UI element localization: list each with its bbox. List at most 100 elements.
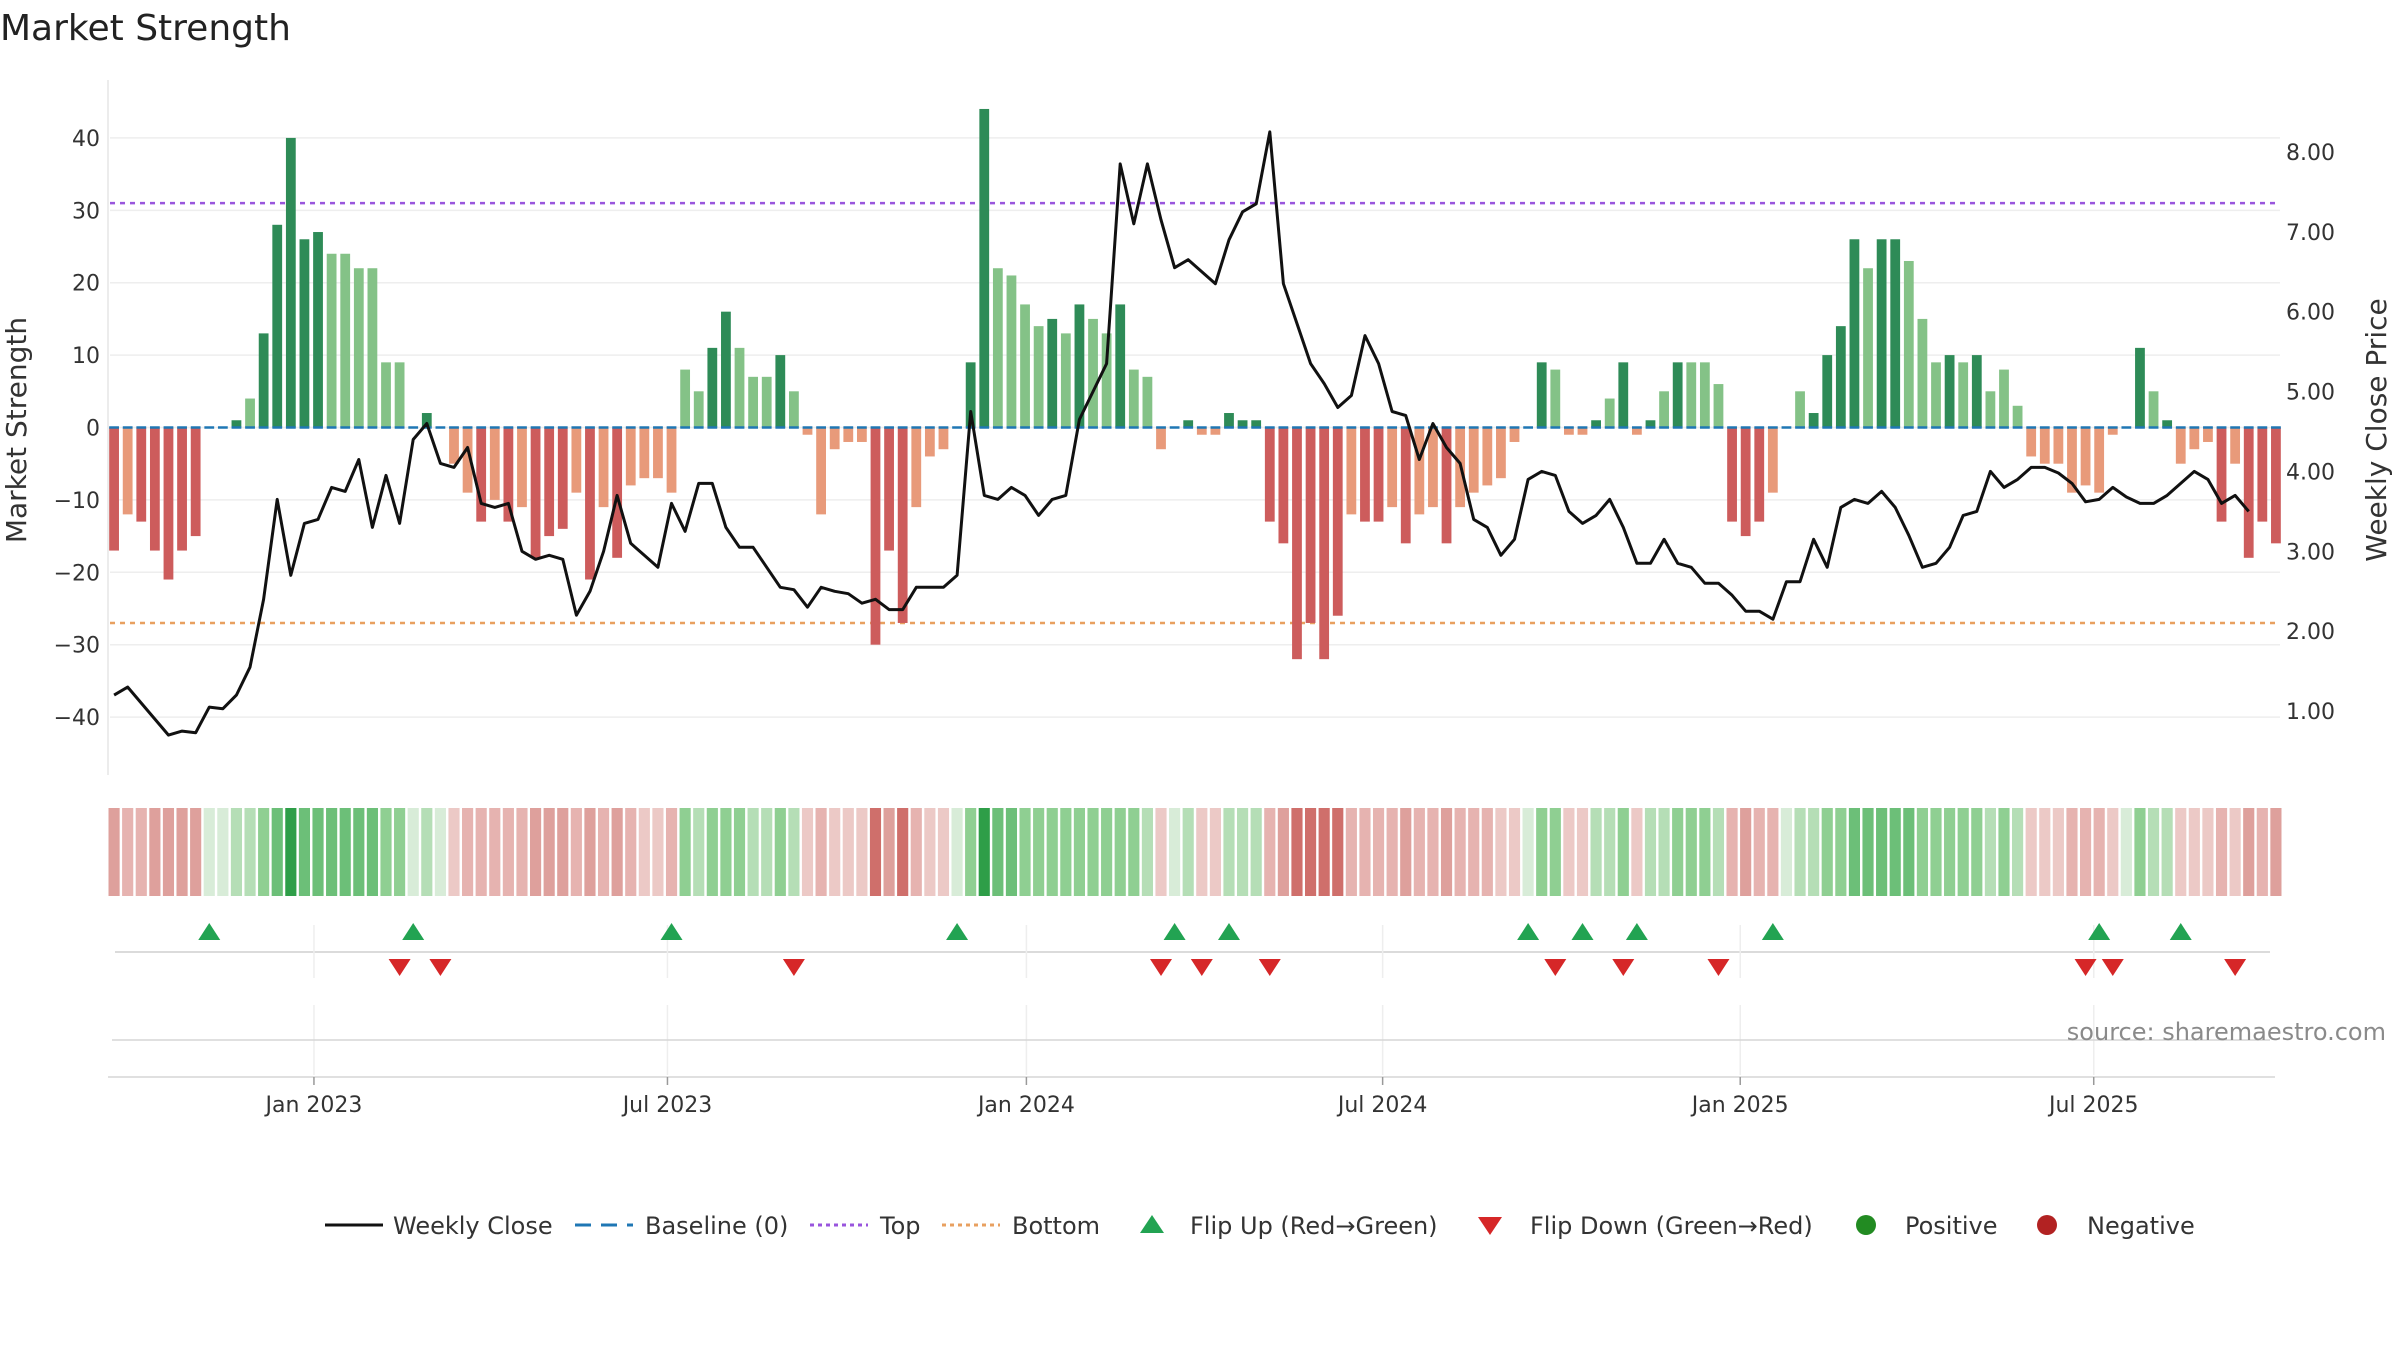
strip-cell	[543, 808, 555, 896]
strength-bar	[2026, 427, 2037, 457]
strength-bar	[1754, 427, 1765, 522]
strength-bar	[313, 232, 323, 428]
strength-bar	[1917, 318, 1928, 428]
strip-cell	[2120, 808, 2132, 896]
strength-bar	[1808, 413, 1819, 428]
strip-cell	[720, 808, 732, 896]
x-axis-labels: Jan 2023 Jul 2023 Jan 2024 Jul 2024 Jan 2025…	[263, 1077, 2138, 1118]
strength-bar	[789, 391, 799, 428]
strength-bar	[1727, 427, 1737, 522]
strength-bar	[2243, 427, 2254, 558]
strength-bar	[231, 420, 242, 428]
strip-cell	[842, 808, 854, 896]
legend-positive-label: Positive	[1905, 1212, 1998, 1240]
strip-cell	[1196, 808, 1208, 896]
strength-bar	[653, 427, 663, 479]
strength-bar	[1006, 275, 1017, 428]
strength-bar	[136, 427, 147, 522]
strip-cell	[1033, 808, 1045, 896]
strip-cell	[2039, 808, 2051, 896]
strip-cell	[965, 808, 977, 896]
strength-bar	[1659, 391, 1669, 428]
strength-bar	[367, 268, 378, 428]
strength-bar	[1210, 427, 1221, 435]
strength-strip	[108, 808, 2282, 896]
strip-cell	[462, 808, 474, 896]
strength-bar	[1686, 362, 1697, 428]
strip-cell	[1835, 808, 1847, 896]
strength-bar	[856, 427, 867, 442]
strip-cell	[1019, 808, 1031, 896]
strength-bar	[245, 398, 255, 428]
strip-cell	[339, 808, 351, 896]
strength-bar	[2216, 427, 2227, 522]
strip-cell	[1128, 808, 1140, 896]
strength-bar	[775, 355, 786, 428]
strength-bar	[517, 427, 527, 508]
strength-bar	[1564, 427, 1574, 435]
strip-cell	[421, 808, 433, 896]
strength-bar	[109, 427, 119, 551]
strength-bar	[1931, 362, 1941, 428]
strip-cell	[394, 808, 406, 896]
flip-down-marker	[1612, 959, 1635, 976]
strip-cell	[1604, 808, 1616, 896]
strip-cell	[1182, 808, 1194, 896]
strip-cell	[380, 808, 392, 896]
strength-bar	[1958, 362, 1969, 428]
strip-cell	[1522, 808, 1534, 896]
strength-bar	[1591, 420, 1601, 428]
right-tick-label: 3.00	[2286, 540, 2335, 565]
strip-cell	[1345, 808, 1357, 896]
strip-cell	[1848, 808, 1861, 896]
strip-cell	[353, 808, 365, 896]
strip-cell	[516, 808, 528, 896]
strength-bar	[1373, 427, 1384, 522]
strip-cell	[597, 808, 610, 896]
strength-bar	[1604, 398, 1615, 428]
strength-bar	[1346, 427, 1357, 515]
strength-bar	[1645, 420, 1656, 428]
strip-cell	[1767, 808, 1779, 896]
strip-cell	[897, 808, 909, 896]
strip-cell	[883, 808, 895, 896]
strength-bar	[2012, 405, 2023, 428]
strip-cell	[1536, 808, 1548, 896]
strength-bar	[1101, 333, 1112, 428]
left-axis-ticks: 40 30 20 10 0 −10 −20 −30 −40	[54, 127, 100, 731]
strip-cell	[625, 808, 637, 896]
strength-bar	[149, 427, 160, 551]
flip-up-marker	[1625, 923, 1648, 940]
strip-cell	[611, 808, 623, 896]
strip-cell	[869, 808, 882, 896]
strip-cell	[1304, 808, 1317, 896]
strength-bar	[1020, 304, 1030, 428]
flip-down-marker	[2074, 959, 2097, 976]
strip-cell	[1712, 808, 1725, 896]
strength-bar	[748, 376, 759, 428]
strip-cell	[1508, 808, 1521, 896]
strength-bar	[2162, 420, 2173, 428]
strip-cell	[135, 808, 147, 896]
strip-cell	[2079, 808, 2092, 896]
strip-cell	[1332, 808, 1344, 896]
strip-cell	[1372, 808, 1385, 896]
strip-cell	[1318, 808, 1330, 896]
strength-bar	[979, 108, 990, 428]
strength-bar	[503, 427, 514, 522]
strip-cell	[1944, 808, 1956, 896]
flip-marker-panel	[115, 923, 2270, 978]
strip-cell	[815, 808, 827, 896]
flip-down-marker	[429, 959, 452, 976]
strength-bar	[680, 369, 691, 428]
strength-bar	[1849, 239, 1860, 428]
flip-up-marker	[1217, 923, 1240, 940]
strip-cell	[312, 808, 324, 896]
strip-cell	[788, 808, 800, 896]
strip-cell	[992, 808, 1004, 896]
strip-cell	[2066, 808, 2078, 896]
strength-bar	[734, 347, 745, 428]
right-axis-label: Weekly Close Price	[2360, 298, 2393, 561]
strip-cell	[1005, 808, 1018, 896]
